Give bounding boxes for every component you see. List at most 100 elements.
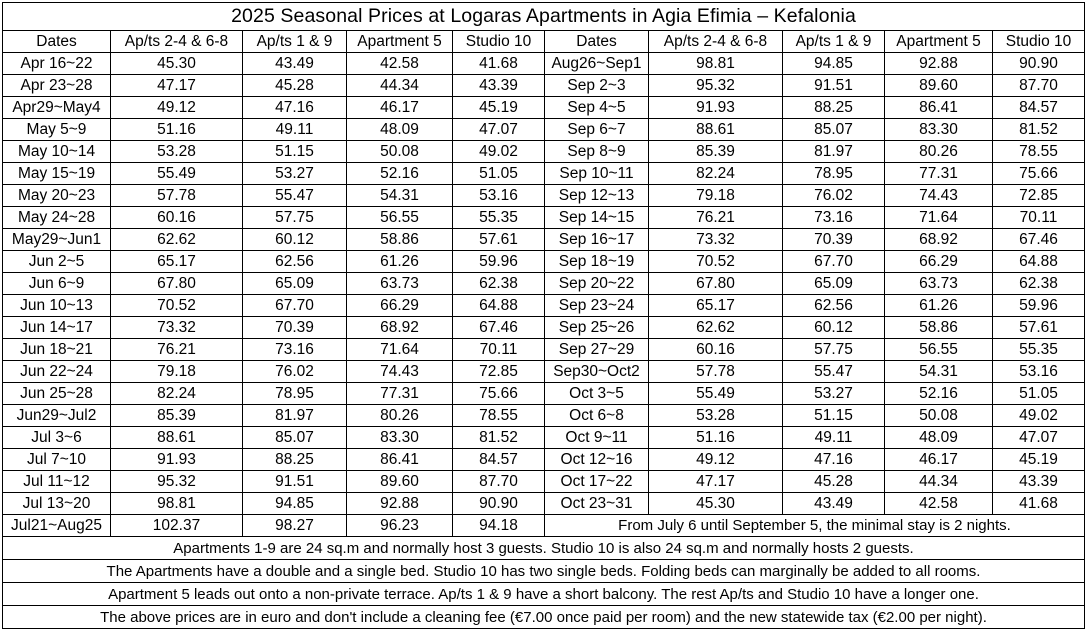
left-price-apartment-5: 86.41 xyxy=(346,448,453,471)
right-price-apts-1-9: 73.16 xyxy=(782,206,885,229)
left-dates-cell: Jul21~Aug25 xyxy=(2,514,111,537)
table-row: May 20~23 57.78 55.47 54.31 53.16 Sep 12~13 79… xyxy=(2,184,1085,207)
left-price-apts-2-4-6-8: 49.12 xyxy=(110,96,243,119)
left-price-apartment-5: 80.26 xyxy=(346,404,453,427)
left-price-apts-1-9: 73.16 xyxy=(242,338,347,361)
footer-note: Apartments 1-9 are 24 sq.m and normally … xyxy=(2,536,1085,560)
left-dates-cell: Jul 11~12 xyxy=(2,470,111,493)
right-price-apts-1-9: 49.11 xyxy=(782,426,885,449)
right-column-header: Ap/ts 2-4 & 6-8 xyxy=(648,30,783,53)
left-price-apartment-5: 42.58 xyxy=(346,52,453,75)
right-price-apts-2-4-6-8: 82.24 xyxy=(648,162,783,185)
right-price-apts-1-9: 45.28 xyxy=(782,470,885,493)
header-row: Dates Ap/ts 2-4 & 6-8 Ap/ts 1 & 9 Apartment… xyxy=(2,30,1085,53)
left-price-apts-1-9: 98.27 xyxy=(242,514,347,537)
left-price-studio-10: 67.46 xyxy=(452,316,545,339)
right-dates-cell: Sep 8~9 xyxy=(544,140,649,163)
right-price-studio-10: 81.52 xyxy=(992,118,1085,141)
left-dates-cell: Apr 16~22 xyxy=(2,52,111,75)
left-price-apts-2-4-6-8: 95.32 xyxy=(110,470,243,493)
right-dates-cell: Sep 20~22 xyxy=(544,272,649,295)
left-price-studio-10: 49.02 xyxy=(452,140,545,163)
right-price-apts-2-4-6-8: 57.78 xyxy=(648,360,783,383)
left-dates-cell: May 10~14 xyxy=(2,140,111,163)
left-price-apts-1-9: 91.51 xyxy=(242,470,347,493)
right-price-apartment-5: 46.17 xyxy=(884,448,993,471)
table-row: Jul21~Aug25 102.37 98.27 96.23 94.18 From Jul… xyxy=(2,514,1085,537)
right-price-studio-10: 70.11 xyxy=(992,206,1085,229)
right-dates-cell: Sep 4~5 xyxy=(544,96,649,119)
table-row: May 24~28 60.16 57.75 56.55 55.35 Sep 14~15 76… xyxy=(2,206,1085,229)
right-dates-cell: Aug26~Sep1 xyxy=(544,52,649,75)
left-price-studio-10: 70.11 xyxy=(452,338,545,361)
right-price-studio-10: 45.19 xyxy=(992,448,1085,471)
left-price-apartment-5: 77.31 xyxy=(346,382,453,405)
left-price-apts-1-9: 76.02 xyxy=(242,360,347,383)
left-price-apts-1-9: 55.47 xyxy=(242,184,347,207)
right-price-apts-1-9: 57.75 xyxy=(782,338,885,361)
right-price-studio-10: 84.57 xyxy=(992,96,1085,119)
left-price-studio-10: 45.19 xyxy=(452,96,545,119)
right-price-apartment-5: 92.88 xyxy=(884,52,993,75)
right-dates-cell: Sep 27~29 xyxy=(544,338,649,361)
right-price-apts-2-4-6-8: 76.21 xyxy=(648,206,783,229)
left-price-apts-1-9: 45.28 xyxy=(242,74,347,97)
right-price-studio-10: 67.46 xyxy=(992,228,1085,251)
right-price-studio-10: 59.96 xyxy=(992,294,1085,317)
right-dates-cell: Oct 17~22 xyxy=(544,470,649,493)
price-table: 2025 Seasonal Prices at Logaras Apartmen… xyxy=(2,2,1085,629)
right-price-apts-1-9: 43.49 xyxy=(782,492,885,515)
left-dates-cell: Jun 18~21 xyxy=(2,338,111,361)
left-price-apts-2-4-6-8: 91.93 xyxy=(110,448,243,471)
left-price-apts-2-4-6-8: 67.80 xyxy=(110,272,243,295)
left-price-studio-10: 64.88 xyxy=(452,294,545,317)
left-price-apartment-5: 83.30 xyxy=(346,426,453,449)
right-dates-cell: Oct 3~5 xyxy=(544,382,649,405)
right-price-apts-1-9: 62.56 xyxy=(782,294,885,317)
left-price-studio-10: 59.96 xyxy=(452,250,545,273)
right-price-apts-1-9: 78.95 xyxy=(782,162,885,185)
footer-note: Apartment 5 leads out onto a non-private… xyxy=(2,582,1085,606)
right-dates-cell: Sep 6~7 xyxy=(544,118,649,141)
right-price-apts-1-9: 91.51 xyxy=(782,74,885,97)
left-price-apts-1-9: 94.85 xyxy=(242,492,347,515)
left-price-apartment-5: 63.73 xyxy=(346,272,453,295)
right-price-studio-10: 43.39 xyxy=(992,470,1085,493)
table-row: Apr29~May4 49.12 47.16 46.17 45.19 Sep 4~5 91.… xyxy=(2,96,1085,119)
table-row: Jul 11~12 95.32 91.51 89.60 87.70 Oct 17~22 47… xyxy=(2,470,1085,493)
table-row: May 10~14 53.28 51.15 50.08 49.02 Sep 8~9 85.3… xyxy=(2,140,1085,163)
footer-note: The Apartments have a double and a singl… xyxy=(2,559,1085,583)
left-price-studio-10: 53.16 xyxy=(452,184,545,207)
left-price-apts-2-4-6-8: 88.61 xyxy=(110,426,243,449)
right-price-studio-10: 53.16 xyxy=(992,360,1085,383)
left-price-apts-2-4-6-8: 85.39 xyxy=(110,404,243,427)
left-price-apts-2-4-6-8: 70.52 xyxy=(110,294,243,317)
footer-note: The above prices are in euro and don't i… xyxy=(2,605,1085,629)
left-price-apts-2-4-6-8: 57.78 xyxy=(110,184,243,207)
right-price-studio-10: 62.38 xyxy=(992,272,1085,295)
table-row: Apr 16~22 45.30 43.49 42.58 41.68 Aug26~Sep1 9… xyxy=(2,52,1085,75)
title-row: 2025 Seasonal Prices at Logaras Apartmen… xyxy=(2,2,1085,31)
price-sheet: 2025 Seasonal Prices at Logaras Apartmen… xyxy=(2,2,1085,629)
left-price-apts-2-4-6-8: 53.28 xyxy=(110,140,243,163)
left-dates-cell: Apr 23~28 xyxy=(2,74,111,97)
right-price-apts-1-9: 47.16 xyxy=(782,448,885,471)
left-price-studio-10: 55.35 xyxy=(452,206,545,229)
left-price-apts-1-9: 53.27 xyxy=(242,162,347,185)
left-price-studio-10: 84.57 xyxy=(452,448,545,471)
page-title: 2025 Seasonal Prices at Logaras Apartmen… xyxy=(2,2,1085,31)
left-column-header: Studio 10 xyxy=(452,30,545,53)
left-price-apts-1-9: 65.09 xyxy=(242,272,347,295)
right-price-studio-10: 75.66 xyxy=(992,162,1085,185)
left-price-apts-1-9: 51.15 xyxy=(242,140,347,163)
right-price-studio-10: 55.35 xyxy=(992,338,1085,361)
right-price-apartment-5: 68.92 xyxy=(884,228,993,251)
right-dates-cell: Sep 10~11 xyxy=(544,162,649,185)
left-price-apartment-5: 44.34 xyxy=(346,74,453,97)
right-dates-cell: Oct 12~16 xyxy=(544,448,649,471)
right-price-apartment-5: 89.60 xyxy=(884,74,993,97)
right-price-studio-10: 72.85 xyxy=(992,184,1085,207)
right-price-apts-1-9: 94.85 xyxy=(782,52,885,75)
left-price-apartment-5: 89.60 xyxy=(346,470,453,493)
right-price-apts-2-4-6-8: 79.18 xyxy=(648,184,783,207)
